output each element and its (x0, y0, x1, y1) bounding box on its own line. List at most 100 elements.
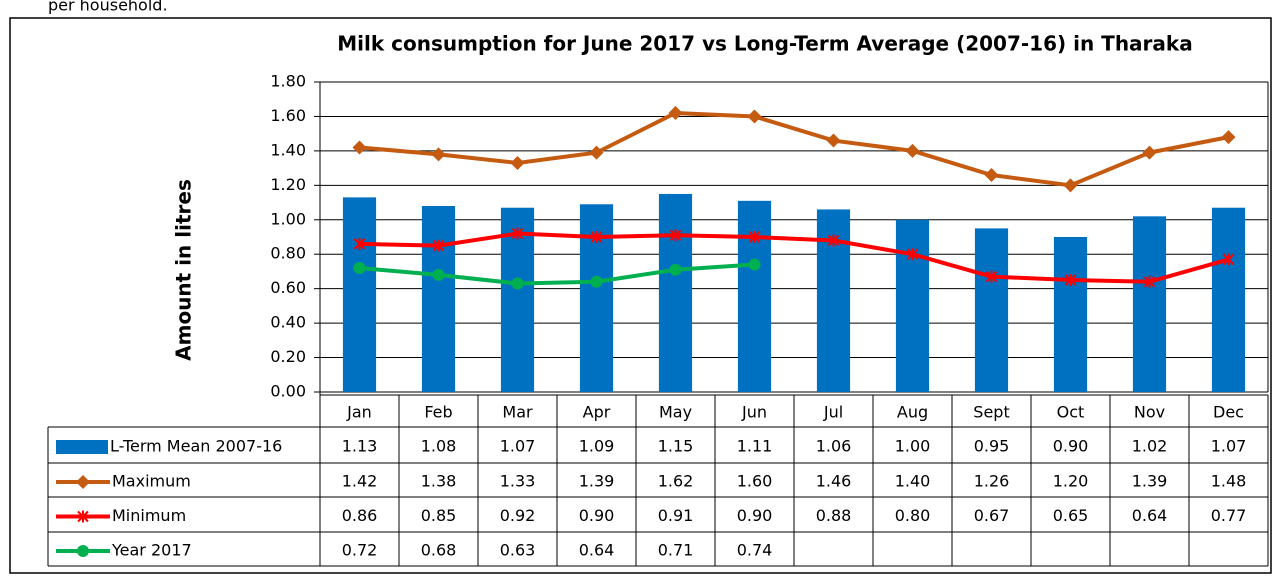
table-value: 1.40 (895, 472, 931, 491)
table-value: 0.64 (1132, 506, 1168, 525)
marker (1143, 275, 1156, 288)
marker (669, 263, 682, 276)
table-value: 0.86 (342, 506, 378, 525)
marker (590, 231, 603, 243)
table-value: 1.20 (1053, 472, 1089, 491)
table-value: 0.95 (974, 437, 1010, 456)
table-value: 1.07 (500, 437, 536, 456)
y-tick-label: 1.20 (270, 175, 306, 194)
marker (1064, 274, 1077, 287)
marker (906, 248, 919, 261)
bar (895, 219, 930, 392)
line (359, 110, 1229, 188)
bar (1211, 207, 1246, 392)
table-value: 0.91 (658, 506, 694, 525)
table-value: 1.11 (737, 437, 773, 456)
marker (589, 145, 604, 160)
y-tick-label: 1.00 (270, 209, 306, 228)
marker (1142, 145, 1157, 160)
table-value: 1.02 (1132, 437, 1168, 456)
y-tick-label: 0.40 (270, 313, 306, 332)
line (359, 231, 1230, 284)
x-tick-label: Mar (502, 403, 533, 422)
table-value: 0.90 (1053, 437, 1089, 456)
marker (432, 239, 445, 252)
legend-key (56, 440, 108, 454)
marker (905, 143, 920, 158)
marker (748, 231, 761, 243)
y-tick-label: 1.60 (270, 106, 306, 125)
legend-marker (77, 545, 89, 557)
marker (590, 275, 603, 288)
bar (974, 228, 1009, 392)
table-value: 0.72 (342, 541, 378, 560)
x-tick-label: Jan (346, 403, 372, 422)
chart-title: Milk consumption for June 2017 vs Long-T… (337, 32, 1192, 56)
table-value: 0.80 (895, 506, 931, 525)
marker (748, 258, 761, 271)
marker (985, 270, 998, 283)
table-value: 1.08 (421, 437, 457, 456)
table-value: 1.33 (500, 472, 536, 491)
marker (352, 140, 367, 155)
table-value: 0.68 (421, 541, 457, 560)
bar (737, 200, 772, 392)
marker (431, 147, 446, 162)
marker (511, 227, 524, 240)
x-tick-label: May (659, 403, 692, 422)
legend-marker (76, 475, 90, 489)
bar (1132, 216, 1167, 392)
marker (1063, 178, 1078, 193)
marker (353, 262, 366, 274)
table-value: 0.64 (579, 541, 615, 560)
x-tick-label: Apr (583, 403, 611, 422)
chart-frame (9, 17, 1272, 574)
y-tick-label: 0.00 (270, 382, 306, 401)
table-value: 1.38 (421, 472, 457, 491)
marker (1221, 130, 1236, 145)
marker (511, 277, 524, 290)
table-value: 0.85 (421, 506, 457, 525)
table-value: 0.65 (1053, 506, 1089, 525)
bar (1053, 237, 1088, 392)
table-value: 1.07 (1211, 437, 1247, 456)
table-value: 1.00 (895, 437, 931, 456)
marker (827, 234, 840, 247)
table-value: 1.60 (737, 472, 773, 491)
table-value: 1.26 (974, 472, 1010, 491)
table-value: 0.74 (737, 541, 773, 560)
x-tick-label: Oct (1057, 403, 1085, 422)
table-value: 0.90 (737, 506, 773, 525)
table-value: 1.62 (658, 472, 694, 491)
marker (510, 155, 525, 170)
table-value: 0.67 (974, 506, 1010, 525)
table-value: 0.77 (1211, 506, 1247, 525)
bar (421, 206, 456, 392)
marker (669, 229, 682, 242)
x-tick-label: Dec (1213, 403, 1244, 422)
table-value: 1.42 (342, 472, 378, 491)
table-value: 0.88 (816, 506, 852, 525)
y-tick-label: 1.80 (270, 72, 306, 91)
x-tick-label: Nov (1134, 403, 1165, 422)
bar (342, 197, 377, 392)
table-value: 1.06 (816, 437, 852, 456)
page-text: per household. (48, 0, 168, 15)
legend-label: Maximum (112, 472, 191, 491)
y-axis-label: Amount in litres (172, 179, 196, 361)
marker (668, 106, 683, 120)
y-tick-label: 0.60 (270, 278, 306, 297)
x-tick-label: Aug (897, 403, 928, 422)
x-tick-label: Sept (973, 403, 1009, 422)
bar (658, 193, 693, 392)
legend-marker (77, 510, 89, 523)
table-value: 1.09 (579, 437, 615, 456)
table-value: 1.39 (579, 472, 615, 491)
table-value: 1.46 (816, 472, 852, 491)
table-value: 0.71 (658, 541, 694, 560)
marker (984, 168, 999, 182)
x-tick-label: Jul (823, 403, 843, 422)
marker (1222, 253, 1235, 266)
x-tick-label: Feb (424, 403, 452, 422)
